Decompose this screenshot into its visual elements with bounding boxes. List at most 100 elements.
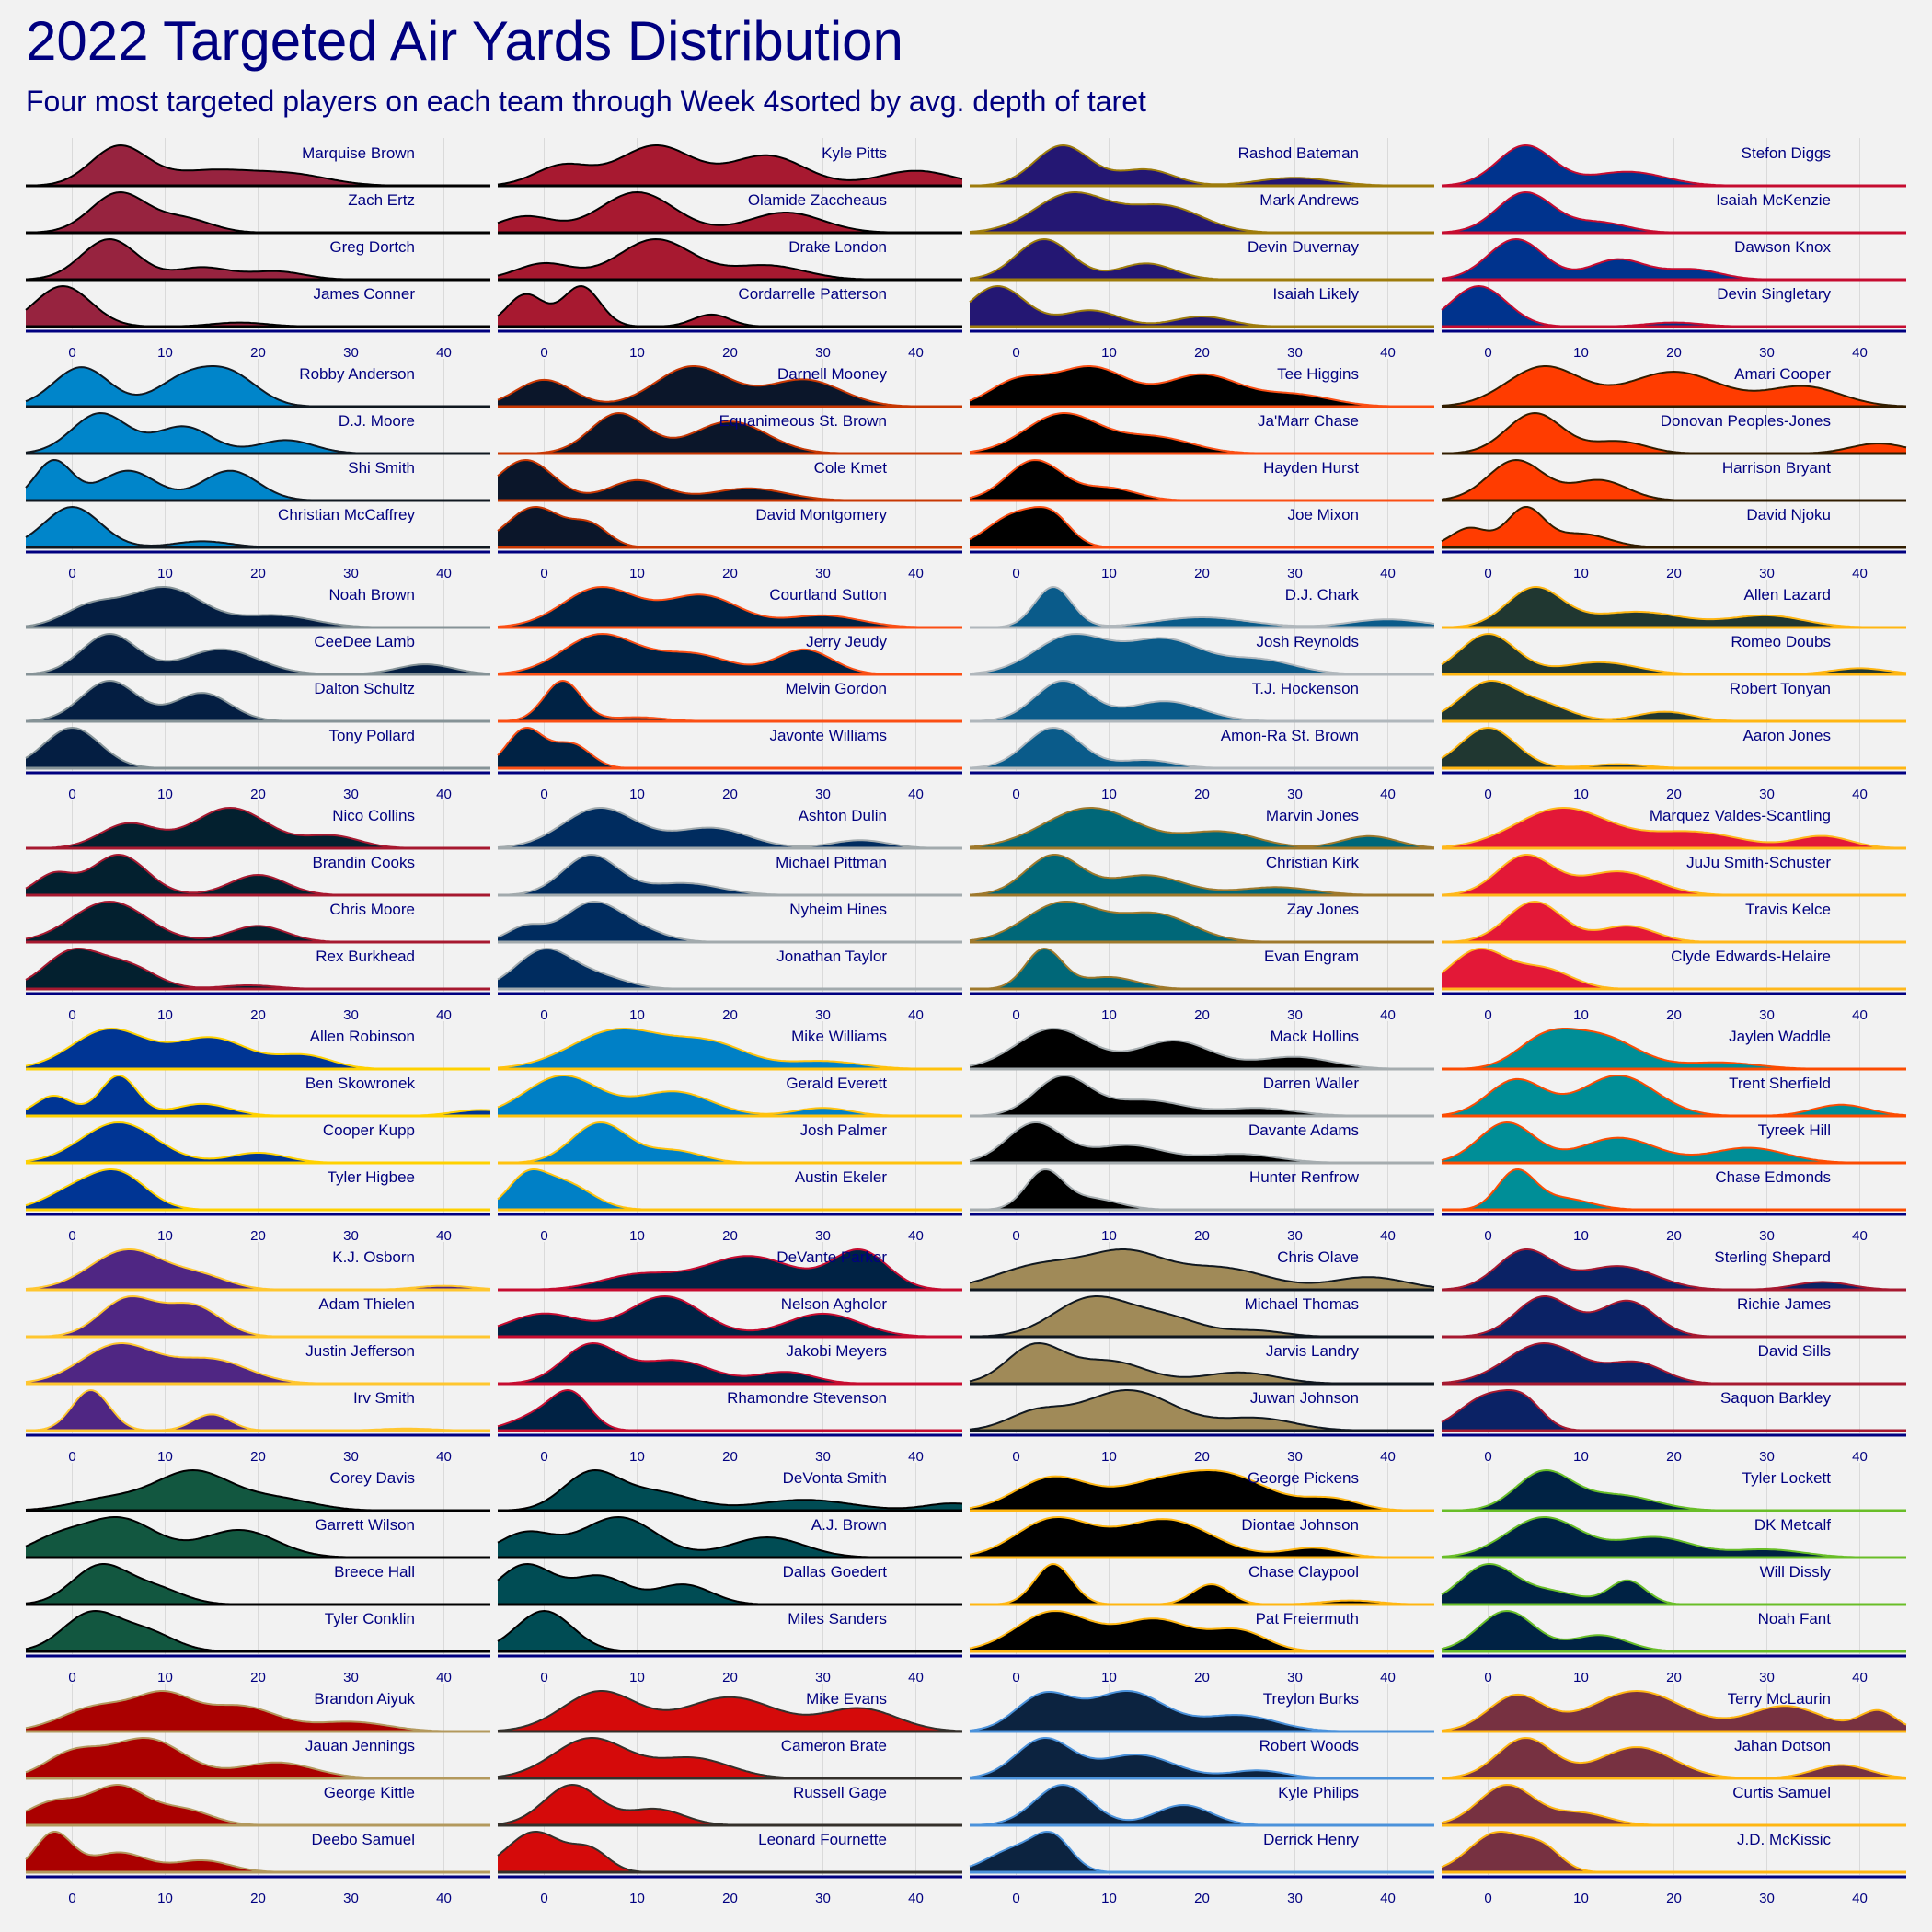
player-label: Ja'Marr Chase (1258, 412, 1359, 430)
player-label: Davante Adams (1248, 1121, 1359, 1139)
player-label: Mark Andrews (1259, 191, 1359, 209)
x-tick-label: 20 (1666, 1449, 1682, 1465)
ridgeline-plot: Marquise Brown Zach Ertz Greg Dortch James … (25, 138, 490, 361)
density-area (498, 902, 962, 942)
team-panel-dal: Noah Brown CeeDee Lamb Dalton Schultz Tony … (25, 580, 491, 802)
density-area (1442, 239, 1906, 280)
x-tick-label: 10 (629, 787, 645, 802)
team-panel-kc: Marquez Valdes-Scantling JuJu Smith-Schus… (1441, 800, 1907, 1023)
player-label: DK Metcalf (1754, 1516, 1831, 1534)
team-panel-lv: Mack Hollins Darren Waller Davante Adams Hu… (969, 1021, 1434, 1244)
density-area (1442, 1691, 1906, 1731)
density-area (498, 192, 962, 233)
x-tick-label: 0 (1484, 566, 1491, 581)
x-tick-label: 20 (250, 566, 266, 581)
x-tick-label: 30 (1759, 345, 1775, 361)
x-tick-label: 10 (1101, 566, 1117, 581)
x-tick-label: 30 (343, 1007, 359, 1023)
player-label: Courtland Sutton (769, 586, 887, 604)
density-area (1442, 1470, 1906, 1511)
player-label: Isaiah McKenzie (1716, 191, 1831, 209)
density-area (26, 1390, 490, 1431)
player-label: Tyler Lockett (1742, 1469, 1832, 1487)
density-area (970, 1564, 1434, 1604)
x-tick-label: 40 (1380, 1228, 1396, 1244)
x-tick-label: 0 (540, 566, 547, 581)
x-tick-label: 20 (1194, 566, 1210, 581)
density-area (26, 808, 490, 848)
x-tick-label: 0 (68, 1891, 75, 1906)
x-tick-label: 10 (157, 566, 173, 581)
density-area (1442, 1738, 1906, 1778)
player-label: Aaron Jones (1743, 727, 1831, 744)
x-tick-label: 0 (1012, 1228, 1019, 1244)
density-area (970, 1470, 1434, 1511)
x-tick-label: 0 (540, 1670, 547, 1685)
density-area (970, 902, 1434, 942)
x-tick-label: 10 (157, 787, 173, 802)
density-area (498, 634, 962, 674)
x-tick-label: 40 (436, 566, 452, 581)
x-tick-label: 40 (908, 1449, 924, 1465)
player-label: Darnell Mooney (777, 365, 888, 383)
x-tick-label: 40 (436, 787, 452, 802)
density-area (26, 1738, 490, 1778)
x-tick-label: 30 (1287, 1670, 1303, 1685)
x-tick-label: 40 (1852, 1670, 1868, 1685)
x-tick-label: 20 (1666, 345, 1682, 361)
density-area (26, 366, 490, 407)
player-label: Tyler Conklin (325, 1610, 415, 1627)
x-tick-label: 40 (908, 787, 924, 802)
x-tick-label: 30 (815, 1670, 831, 1685)
player-label: Robby Anderson (299, 365, 415, 383)
player-label: Irv Smith (353, 1389, 415, 1407)
density-area (26, 1296, 490, 1337)
ridgeline-plot: Tyler Lockett DK Metcalf Will Dissly Noah F… (1441, 1463, 1906, 1685)
x-tick-label: 30 (1759, 1670, 1775, 1685)
player-label: Cameron Brate (781, 1737, 887, 1754)
x-tick-label: 30 (815, 787, 831, 802)
density-line (970, 585, 1435, 628)
density-line (497, 1294, 962, 1338)
density-area (1442, 1029, 1906, 1069)
density-area (1442, 1169, 1906, 1210)
team-panel-tb: Mike Evans Cameron Brate Russell Gage Leona… (497, 1684, 963, 1906)
player-label: Mike Williams (791, 1028, 887, 1045)
density-area (970, 1390, 1434, 1431)
ridgeline-plot: Tee Higgins Ja'Marr Chase Hayden Hurst Joe … (969, 359, 1434, 581)
density-area (1442, 507, 1906, 547)
x-tick-label: 10 (1573, 787, 1589, 802)
player-label: Nico Collins (332, 807, 415, 824)
density-area (970, 1343, 1434, 1384)
player-label: Chris Olave (1277, 1248, 1359, 1266)
x-tick-label: 40 (436, 1449, 452, 1465)
density-line (25, 1248, 491, 1291)
density-area (498, 1785, 962, 1825)
player-label: Josh Reynolds (1256, 633, 1359, 650)
player-label: Drake London (788, 238, 887, 256)
density-line (1442, 586, 1906, 628)
density-area (498, 460, 962, 500)
density-area (498, 1029, 962, 1069)
team-panel-lac: Mike Williams Gerald Everett Josh Palmer Au… (497, 1021, 962, 1244)
x-tick-label: 30 (1287, 345, 1303, 361)
x-tick-label: 20 (1194, 1449, 1210, 1465)
density-line (1441, 1074, 1907, 1117)
density-line (969, 1248, 1435, 1288)
player-label: Romeo Doubs (1731, 633, 1831, 650)
x-tick-label: 0 (1012, 1670, 1019, 1685)
x-tick-label: 40 (908, 345, 924, 361)
player-label: Corey Davis (329, 1469, 415, 1487)
x-tick-label: 40 (1380, 566, 1396, 581)
player-label: Tee Higgins (1277, 365, 1359, 383)
density-area (498, 808, 962, 848)
player-label: Zach Ertz (348, 191, 415, 209)
x-tick-label: 0 (1484, 1891, 1491, 1906)
x-tick-label: 0 (1012, 566, 1019, 581)
team-panel-bal: Rashod Bateman Mark Andrews Devin Duvernay… (969, 138, 1434, 361)
x-tick-label: 30 (1759, 1228, 1775, 1244)
player-label: Michael Thomas (1245, 1295, 1359, 1313)
x-tick-label: 0 (1484, 345, 1491, 361)
density-area (970, 239, 1434, 280)
x-tick-label: 0 (540, 345, 547, 361)
